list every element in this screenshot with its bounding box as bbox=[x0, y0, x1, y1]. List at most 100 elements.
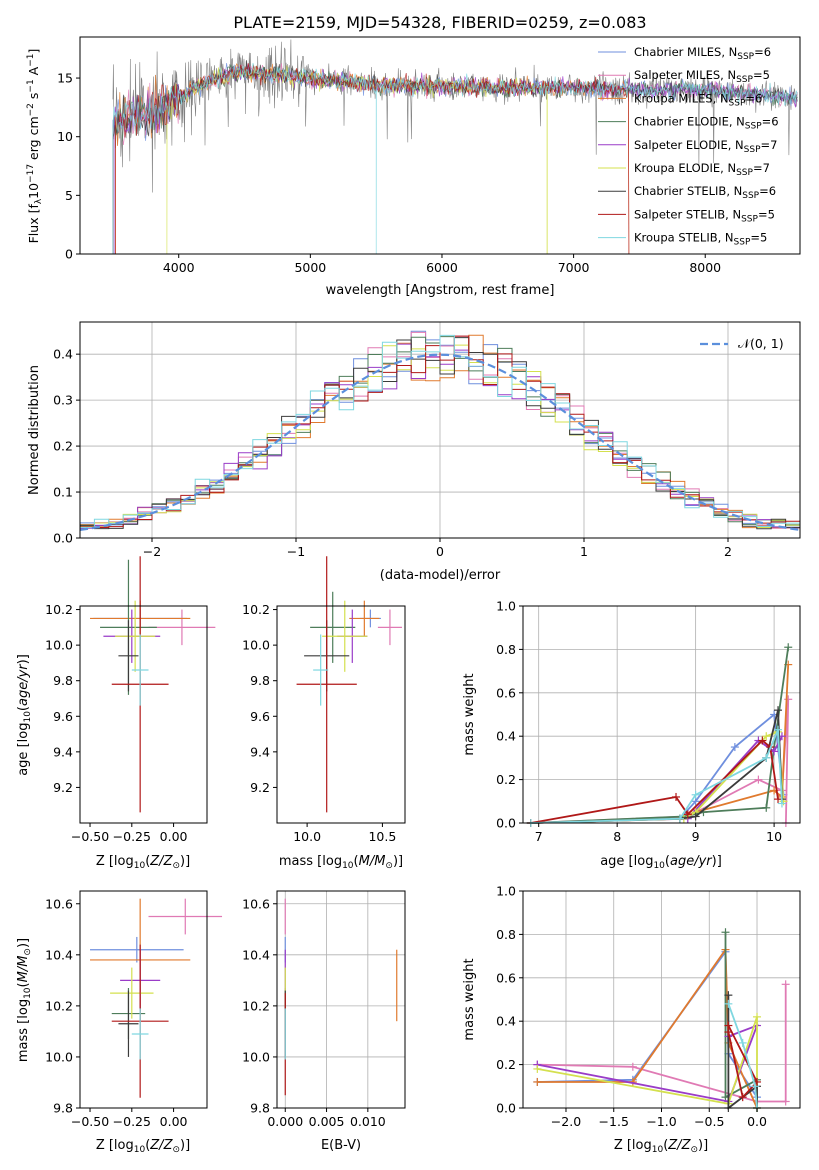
axes-frame bbox=[79, 36, 801, 255]
y-tick-label: 0 bbox=[65, 247, 73, 262]
mass-weight-line-chabrier-elodie bbox=[530, 647, 790, 824]
mass-weight-line-kroupa-stelib bbox=[530, 729, 783, 824]
y-tick-label: 0.2 bbox=[496, 1057, 516, 1072]
histogram-kroupa-stelib bbox=[80, 334, 800, 529]
x-tick-label: 10.5 bbox=[368, 829, 396, 844]
y-tick-label: 10.4 bbox=[45, 947, 73, 962]
y-axis-label: Flux [fλ10−17 erg cm−2 s−1 A−1] bbox=[26, 49, 44, 244]
x-axis-label: Z [log10(Z/Z⊙)] bbox=[614, 1138, 708, 1155]
legend-entry: Chabrier MILES, NSSP=6 bbox=[634, 45, 771, 62]
y-tick-label: 9.8 bbox=[53, 1101, 73, 1116]
legend-entry: Kroupa MILES, NSSP=6 bbox=[634, 91, 762, 108]
x-axis-label: mass [log10(M/M⊙)] bbox=[279, 854, 403, 871]
model-spectrum-kroupa-stelib bbox=[112, 62, 798, 254]
x-tick-label: 7000 bbox=[558, 260, 590, 275]
y-tick-label: 0.0 bbox=[53, 531, 73, 546]
panel-spectrum: 4000 5000 6000 7000 8000 0 5 10 15 Chabrier MILES… bbox=[26, 36, 801, 298]
x-tick-label: −0.25 bbox=[113, 829, 151, 844]
y-tick-label: 10.2 bbox=[242, 998, 270, 1013]
figure-title: PLATE=2159, MJD=54328, FIBERID=0259, z=0… bbox=[233, 13, 646, 32]
y-tick-label: 10.0 bbox=[45, 1049, 73, 1064]
x-axis-label: Z [log10(Z/Z⊙)] bbox=[96, 1138, 190, 1155]
y-tick-label: 9.8 bbox=[250, 1101, 270, 1116]
x-tick-label: 0.000 bbox=[267, 1114, 303, 1129]
x-tick-label: −2 bbox=[143, 544, 161, 559]
legend-entry: Kroupa STELIB, NSSP=5 bbox=[634, 231, 767, 248]
mass-weight-line-chabrier-elodie bbox=[724, 932, 758, 1108]
y-tick-label: 0.0 bbox=[496, 1101, 516, 1116]
x-tick-label: 10 bbox=[766, 829, 782, 844]
axes-frame bbox=[276, 890, 406, 1109]
y-tick-label: 5 bbox=[65, 188, 73, 203]
model-spectrum-salpeter-elodie bbox=[113, 63, 797, 254]
mass-weight-line-salpeter-elodie bbox=[537, 1023, 759, 1103]
x-tick-label: 2 bbox=[724, 544, 732, 559]
axes-frame bbox=[522, 605, 801, 824]
mass-weight-line-chabrier-stelib bbox=[530, 709, 783, 824]
normal-distribution-curve bbox=[80, 353, 800, 531]
x-tick-label: 0.0 bbox=[747, 1114, 767, 1129]
x-tick-label: −0.50 bbox=[71, 1114, 109, 1129]
legend-entry: Salpeter ELODIE, NSSP=7 bbox=[634, 138, 777, 155]
y-tick-label: 10.4 bbox=[242, 947, 270, 962]
y-tick-label: 10 bbox=[57, 129, 73, 144]
x-tick-label: 8000 bbox=[689, 260, 721, 275]
y-tick-label: 0.4 bbox=[496, 1014, 516, 1029]
x-tick-label: 6000 bbox=[426, 260, 458, 275]
y-axis-label: mass [log10(M/M⊙)] bbox=[16, 938, 33, 1062]
x-tick-label: −0.25 bbox=[113, 1114, 151, 1129]
y-tick-label: 0.1 bbox=[53, 485, 73, 500]
mass-weight-line-kroupa-elodie bbox=[537, 1016, 758, 1108]
y-axis-label: Normed distribution bbox=[27, 365, 42, 495]
y-tick-label: 0.3 bbox=[53, 393, 73, 408]
y-tick-label: 10.6 bbox=[242, 896, 270, 911]
y-tick-label: 10.2 bbox=[45, 602, 73, 617]
y-axis-label: age [log10(age/yr)] bbox=[16, 654, 33, 776]
histograms bbox=[80, 330, 800, 531]
y-tick-label: 0.2 bbox=[53, 439, 73, 454]
x-tick-label: 0.00 bbox=[160, 1114, 188, 1129]
x-tick-label: −1 bbox=[287, 544, 305, 559]
x-tick-label: 1 bbox=[580, 544, 588, 559]
y-tick-label: 0.8 bbox=[496, 927, 516, 942]
legend-entry: 𝒩(0, 1) bbox=[738, 336, 784, 351]
y-tick-label: 0.2 bbox=[496, 772, 516, 787]
y-tick-label: 0.0 bbox=[496, 816, 516, 831]
y-tick-label: 9.8 bbox=[53, 673, 73, 688]
y-tick-label: 9.6 bbox=[250, 709, 270, 724]
legend-entry: Salpeter MILES, NSSP=5 bbox=[634, 68, 770, 85]
panel-residuals: −2 −1 0 1 2 0.0 0.1 0.2 0.3 0.4 𝒩(0, 1) (data-model… bbox=[27, 321, 801, 583]
y-tick-label: 10.0 bbox=[45, 638, 73, 653]
y-tick-label: 9.4 bbox=[53, 744, 73, 759]
x-axis-label: wavelength [Angstrom, rest frame] bbox=[326, 283, 555, 298]
panel-age-vs-mass: 10.0 10.5 9.2 9.4 9.6 9.8 10.0 10.2 mass [log10(… bbox=[242, 556, 406, 871]
x-tick-label: −1.5 bbox=[599, 1114, 629, 1129]
y-tick-label: 9.8 bbox=[250, 673, 270, 688]
y-tick-label: 0.4 bbox=[496, 729, 516, 744]
x-tick-label: 0 bbox=[436, 544, 444, 559]
grid bbox=[523, 605, 800, 824]
x-tick-label: −1.0 bbox=[646, 1114, 676, 1129]
legend-entry: Salpeter STELIB, NSSP=5 bbox=[634, 207, 775, 224]
grid bbox=[277, 891, 405, 1109]
axes-frame bbox=[276, 605, 406, 824]
x-axis-label: age [log10(age/yr)] bbox=[600, 854, 722, 871]
spectrum-legend: Chabrier MILES, NSSP=6 Salpeter MILES, NS… bbox=[598, 45, 779, 248]
y-tick-label: 10.2 bbox=[45, 998, 73, 1013]
axes-frame bbox=[79, 890, 208, 1109]
mass-weight-line-salpeter-stelib bbox=[727, 1025, 759, 1100]
y-tick-label: 15 bbox=[57, 71, 73, 86]
axes-frame bbox=[79, 605, 208, 824]
panel-mass-weight-vs-Z: −2.0 −1.5 −1.0 −0.5 0.0 0.0 0.2 0.4 0.6 0.8 1.0 mas… bbox=[462, 884, 801, 1155]
mass-weight-line-salpeter-miles bbox=[530, 699, 790, 824]
y-tick-label: 1.0 bbox=[496, 884, 516, 899]
y-axis-label: mass weight bbox=[462, 673, 477, 755]
x-tick-label: 10.0 bbox=[293, 829, 321, 844]
x-tick-label: 7 bbox=[535, 829, 543, 844]
y-tick-label: 10.6 bbox=[45, 896, 73, 911]
y-tick-label: 0.6 bbox=[496, 970, 516, 985]
y-axis-label: mass weight bbox=[462, 958, 477, 1040]
y-tick-label: 0.8 bbox=[496, 642, 516, 657]
x-tick-label: 5000 bbox=[294, 260, 326, 275]
